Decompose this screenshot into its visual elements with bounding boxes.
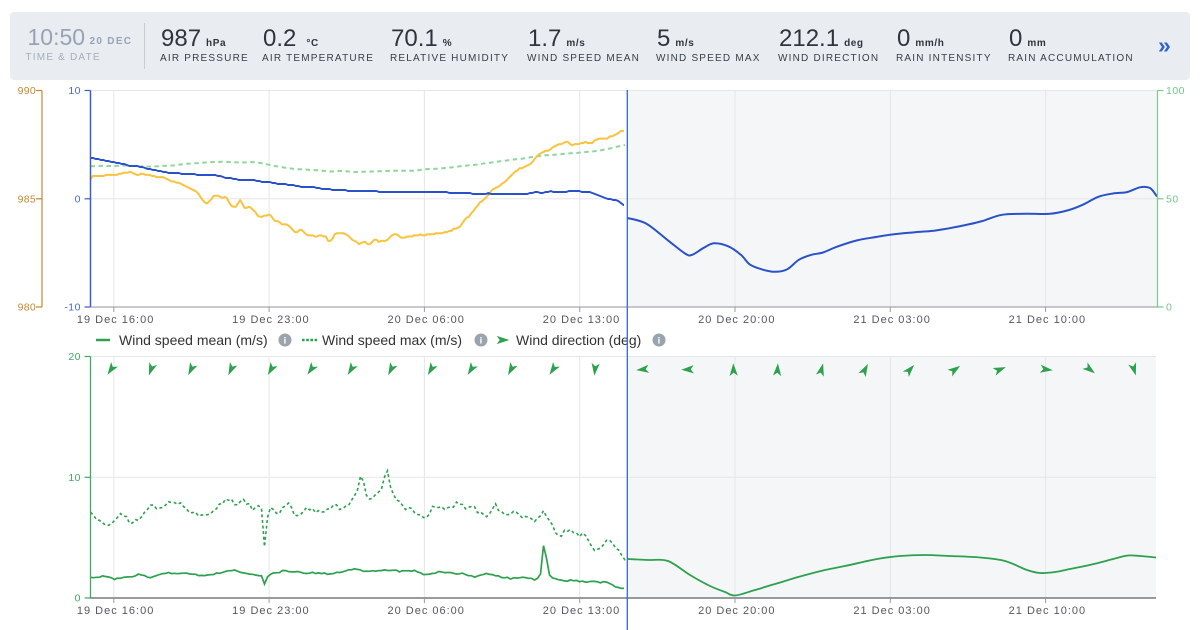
svg-text:Wind speed mean (m/s): Wind speed mean (m/s) — [119, 332, 268, 348]
svg-text:980: 980 — [18, 302, 36, 314]
svg-text:21 Dec 10:00: 21 Dec 10:00 — [1009, 314, 1086, 326]
svg-text:20 Dec 13:00: 20 Dec 13:00 — [543, 314, 620, 326]
svg-text:0: 0 — [75, 193, 81, 205]
svg-text:10: 10 — [68, 85, 81, 97]
svg-text:21 Dec 10:00: 21 Dec 10:00 — [1009, 605, 1086, 617]
svg-text:990: 990 — [18, 85, 36, 97]
svg-text:21 Dec 03:00: 21 Dec 03:00 — [853, 605, 930, 617]
svg-text:-10: -10 — [64, 302, 81, 314]
svg-text:20 Dec 06:00: 20 Dec 06:00 — [387, 314, 464, 326]
svg-text:i: i — [480, 336, 483, 347]
svg-text:20 Dec 20:00: 20 Dec 20:00 — [698, 605, 775, 617]
svg-text:19 Dec 16:00: 19 Dec 16:00 — [77, 314, 154, 326]
svg-text:985: 985 — [18, 193, 36, 205]
svg-text:0: 0 — [75, 593, 81, 605]
svg-text:20: 20 — [68, 351, 81, 363]
svg-text:19 Dec 23:00: 19 Dec 23:00 — [232, 605, 309, 617]
svg-text:Wind speed max (m/s): Wind speed max (m/s) — [322, 332, 462, 348]
svg-text:20 Dec 13:00: 20 Dec 13:00 — [543, 605, 620, 617]
svg-text:21 Dec 03:00: 21 Dec 03:00 — [853, 314, 930, 326]
svg-text:20 Dec 06:00: 20 Dec 06:00 — [387, 605, 464, 617]
svg-text:i: i — [658, 336, 661, 347]
svg-text:19 Dec 23:00: 19 Dec 23:00 — [232, 314, 309, 326]
svg-text:Wind direction (deg): Wind direction (deg) — [516, 332, 641, 348]
svg-text:20 Dec 20:00: 20 Dec 20:00 — [698, 314, 775, 326]
svg-text:100: 100 — [1166, 85, 1185, 97]
svg-text:10: 10 — [68, 472, 81, 484]
svg-text:19 Dec 16:00: 19 Dec 16:00 — [77, 605, 154, 617]
svg-text:i: i — [284, 336, 287, 347]
svg-text:50: 50 — [1166, 193, 1179, 205]
svg-text:0: 0 — [1166, 302, 1172, 314]
